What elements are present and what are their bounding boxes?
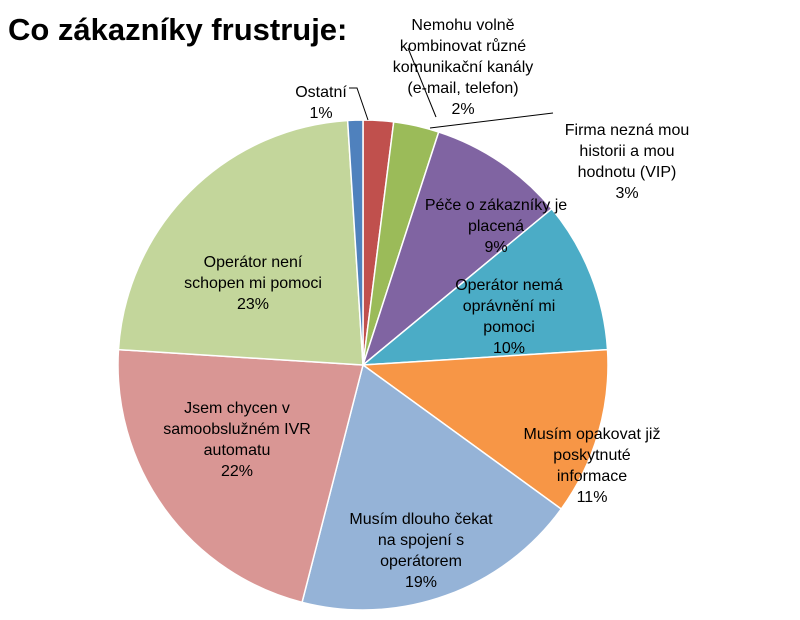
pie-slice-9 [346,119,364,366]
slice-label-2: Firma nezná mou historii a mou hodnotu (VI… [565,122,690,202]
chart-title: Co zákazníky frustruje: [8,12,348,47]
slice-label-line: Musím opakovat již [524,426,661,443]
slice-label-line: Ostatní [295,84,347,101]
slice-label-6: Musím dlouho čekat na spojení s operátorem… [349,511,493,591]
slice-label-line: operátorem [380,553,462,570]
slice-label-line: na spojení s [378,532,464,549]
slice-label-line: placená [468,218,524,235]
slice-label-line: poskytnuté [553,447,630,464]
slice-percent: 11% [577,489,608,506]
slice-label-7: Jsem chycen v samoobslužném IVR automatu 22… [163,400,311,480]
leader-line-2 [429,112,554,129]
slice-percent: 10% [493,340,525,357]
slice-label-9: Ostatní 1% [295,84,347,122]
slice-label-line: automatu [204,442,271,459]
slice-label-line: informace [557,468,627,485]
leader-line-1 [407,47,437,118]
slice-label-line: samoobslužném IVR [163,421,311,438]
slice-label-line: Jsem chycen v [184,400,290,417]
slice-percent: 9% [484,239,507,256]
slice-label-3: Péče o zákazníky je placená 9% [425,197,567,256]
slice-label-8: Operátor není schopen mi pomoci 23% [184,254,322,313]
slice-label-line: pomoci [483,319,535,336]
slice-label-line: hodnotu (VIP) [578,164,677,181]
pie-slice-5 [360,348,609,511]
slice-label-line: Musím dlouho čekat [349,511,493,528]
slice-label-line: (e-mail, telefon) [407,80,518,97]
pie-slice-6 [301,363,563,611]
slice-percent: 3% [615,185,638,202]
slice-label-line: Operátor nemá [455,277,563,294]
slice-percent: 1% [309,105,332,122]
leader-line-9 [349,87,369,121]
slice-label-line: oprávnění mi [463,298,556,315]
pie-slice-7 [117,348,364,604]
slice-label-line: Firma nezná mou [565,122,690,139]
slice-label-line: komunikační kanály [393,59,534,76]
slice-label-line: schopen mi pomoci [184,275,322,292]
slice-label-line: Péče o zákazníky je [425,197,567,214]
slice-label-line: kombinovat různé [400,37,526,55]
slice-label-4: Operátor nemá oprávnění mi pomoci 10% [455,277,563,357]
slice-percent: 2% [451,101,474,118]
slice-percent: 23% [237,296,269,313]
pie-slice-3 [361,131,553,368]
slice-label-1: Nemohu volně kombinovat různé komunikační … [393,17,534,118]
slice-label-line: Operátor není [204,254,303,271]
slice-percent: 19% [405,574,437,591]
slice-label-line: historii a mou [579,143,674,160]
pie-slice-4 [360,207,609,366]
slice-percent: 22% [221,463,253,480]
slice-label-line: Nemohu volně [411,17,514,34]
slice-label-5: Musím opakovat již poskytnuté informace 11% [524,426,661,506]
pie-slice-8 [117,119,364,366]
